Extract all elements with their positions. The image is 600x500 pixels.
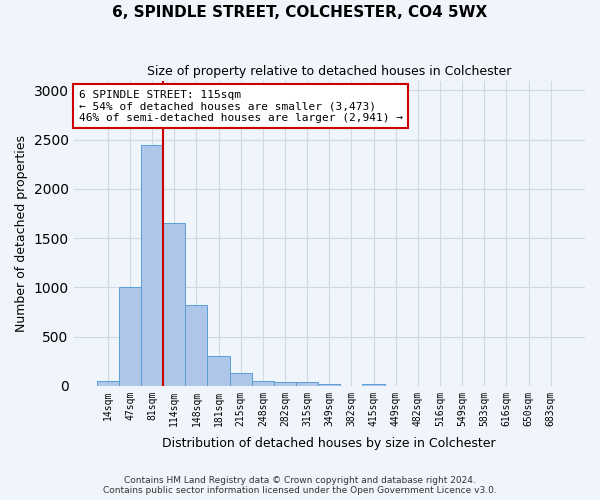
Text: 6, SPINDLE STREET, COLCHESTER, CO4 5WX: 6, SPINDLE STREET, COLCHESTER, CO4 5WX xyxy=(112,5,488,20)
Bar xyxy=(230,373,252,386)
Text: 6 SPINDLE STREET: 115sqm
← 54% of detached houses are smaller (3,473)
46% of sem: 6 SPINDLE STREET: 115sqm ← 54% of detach… xyxy=(79,90,403,123)
Title: Size of property relative to detached houses in Colchester: Size of property relative to detached ho… xyxy=(147,65,511,78)
Bar xyxy=(252,381,274,386)
Bar xyxy=(274,382,296,386)
Y-axis label: Number of detached properties: Number of detached properties xyxy=(15,134,28,332)
Bar xyxy=(97,381,119,386)
Bar xyxy=(141,144,163,386)
Bar xyxy=(362,384,385,386)
Bar xyxy=(185,305,208,386)
Bar xyxy=(163,224,185,386)
X-axis label: Distribution of detached houses by size in Colchester: Distribution of detached houses by size … xyxy=(163,437,496,450)
Bar xyxy=(318,384,340,386)
Bar xyxy=(296,382,318,386)
Bar xyxy=(119,288,141,386)
Bar xyxy=(208,356,230,386)
Text: Contains HM Land Registry data © Crown copyright and database right 2024.
Contai: Contains HM Land Registry data © Crown c… xyxy=(103,476,497,495)
